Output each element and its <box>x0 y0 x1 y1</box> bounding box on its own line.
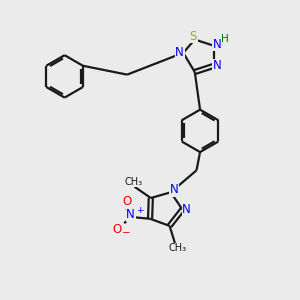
Text: −: − <box>122 228 131 238</box>
Text: +: + <box>136 206 144 215</box>
Text: N: N <box>213 38 222 51</box>
Text: CH₃: CH₃ <box>168 243 186 253</box>
Text: O: O <box>112 223 122 236</box>
Text: S: S <box>190 29 197 43</box>
Text: CH₃: CH₃ <box>125 176 143 187</box>
Text: N: N <box>175 46 184 59</box>
Text: N: N <box>182 203 191 216</box>
Text: H: H <box>221 34 229 44</box>
Text: N: N <box>212 59 221 72</box>
Text: N: N <box>126 208 135 221</box>
Text: N: N <box>170 183 179 196</box>
Text: O: O <box>122 196 131 208</box>
